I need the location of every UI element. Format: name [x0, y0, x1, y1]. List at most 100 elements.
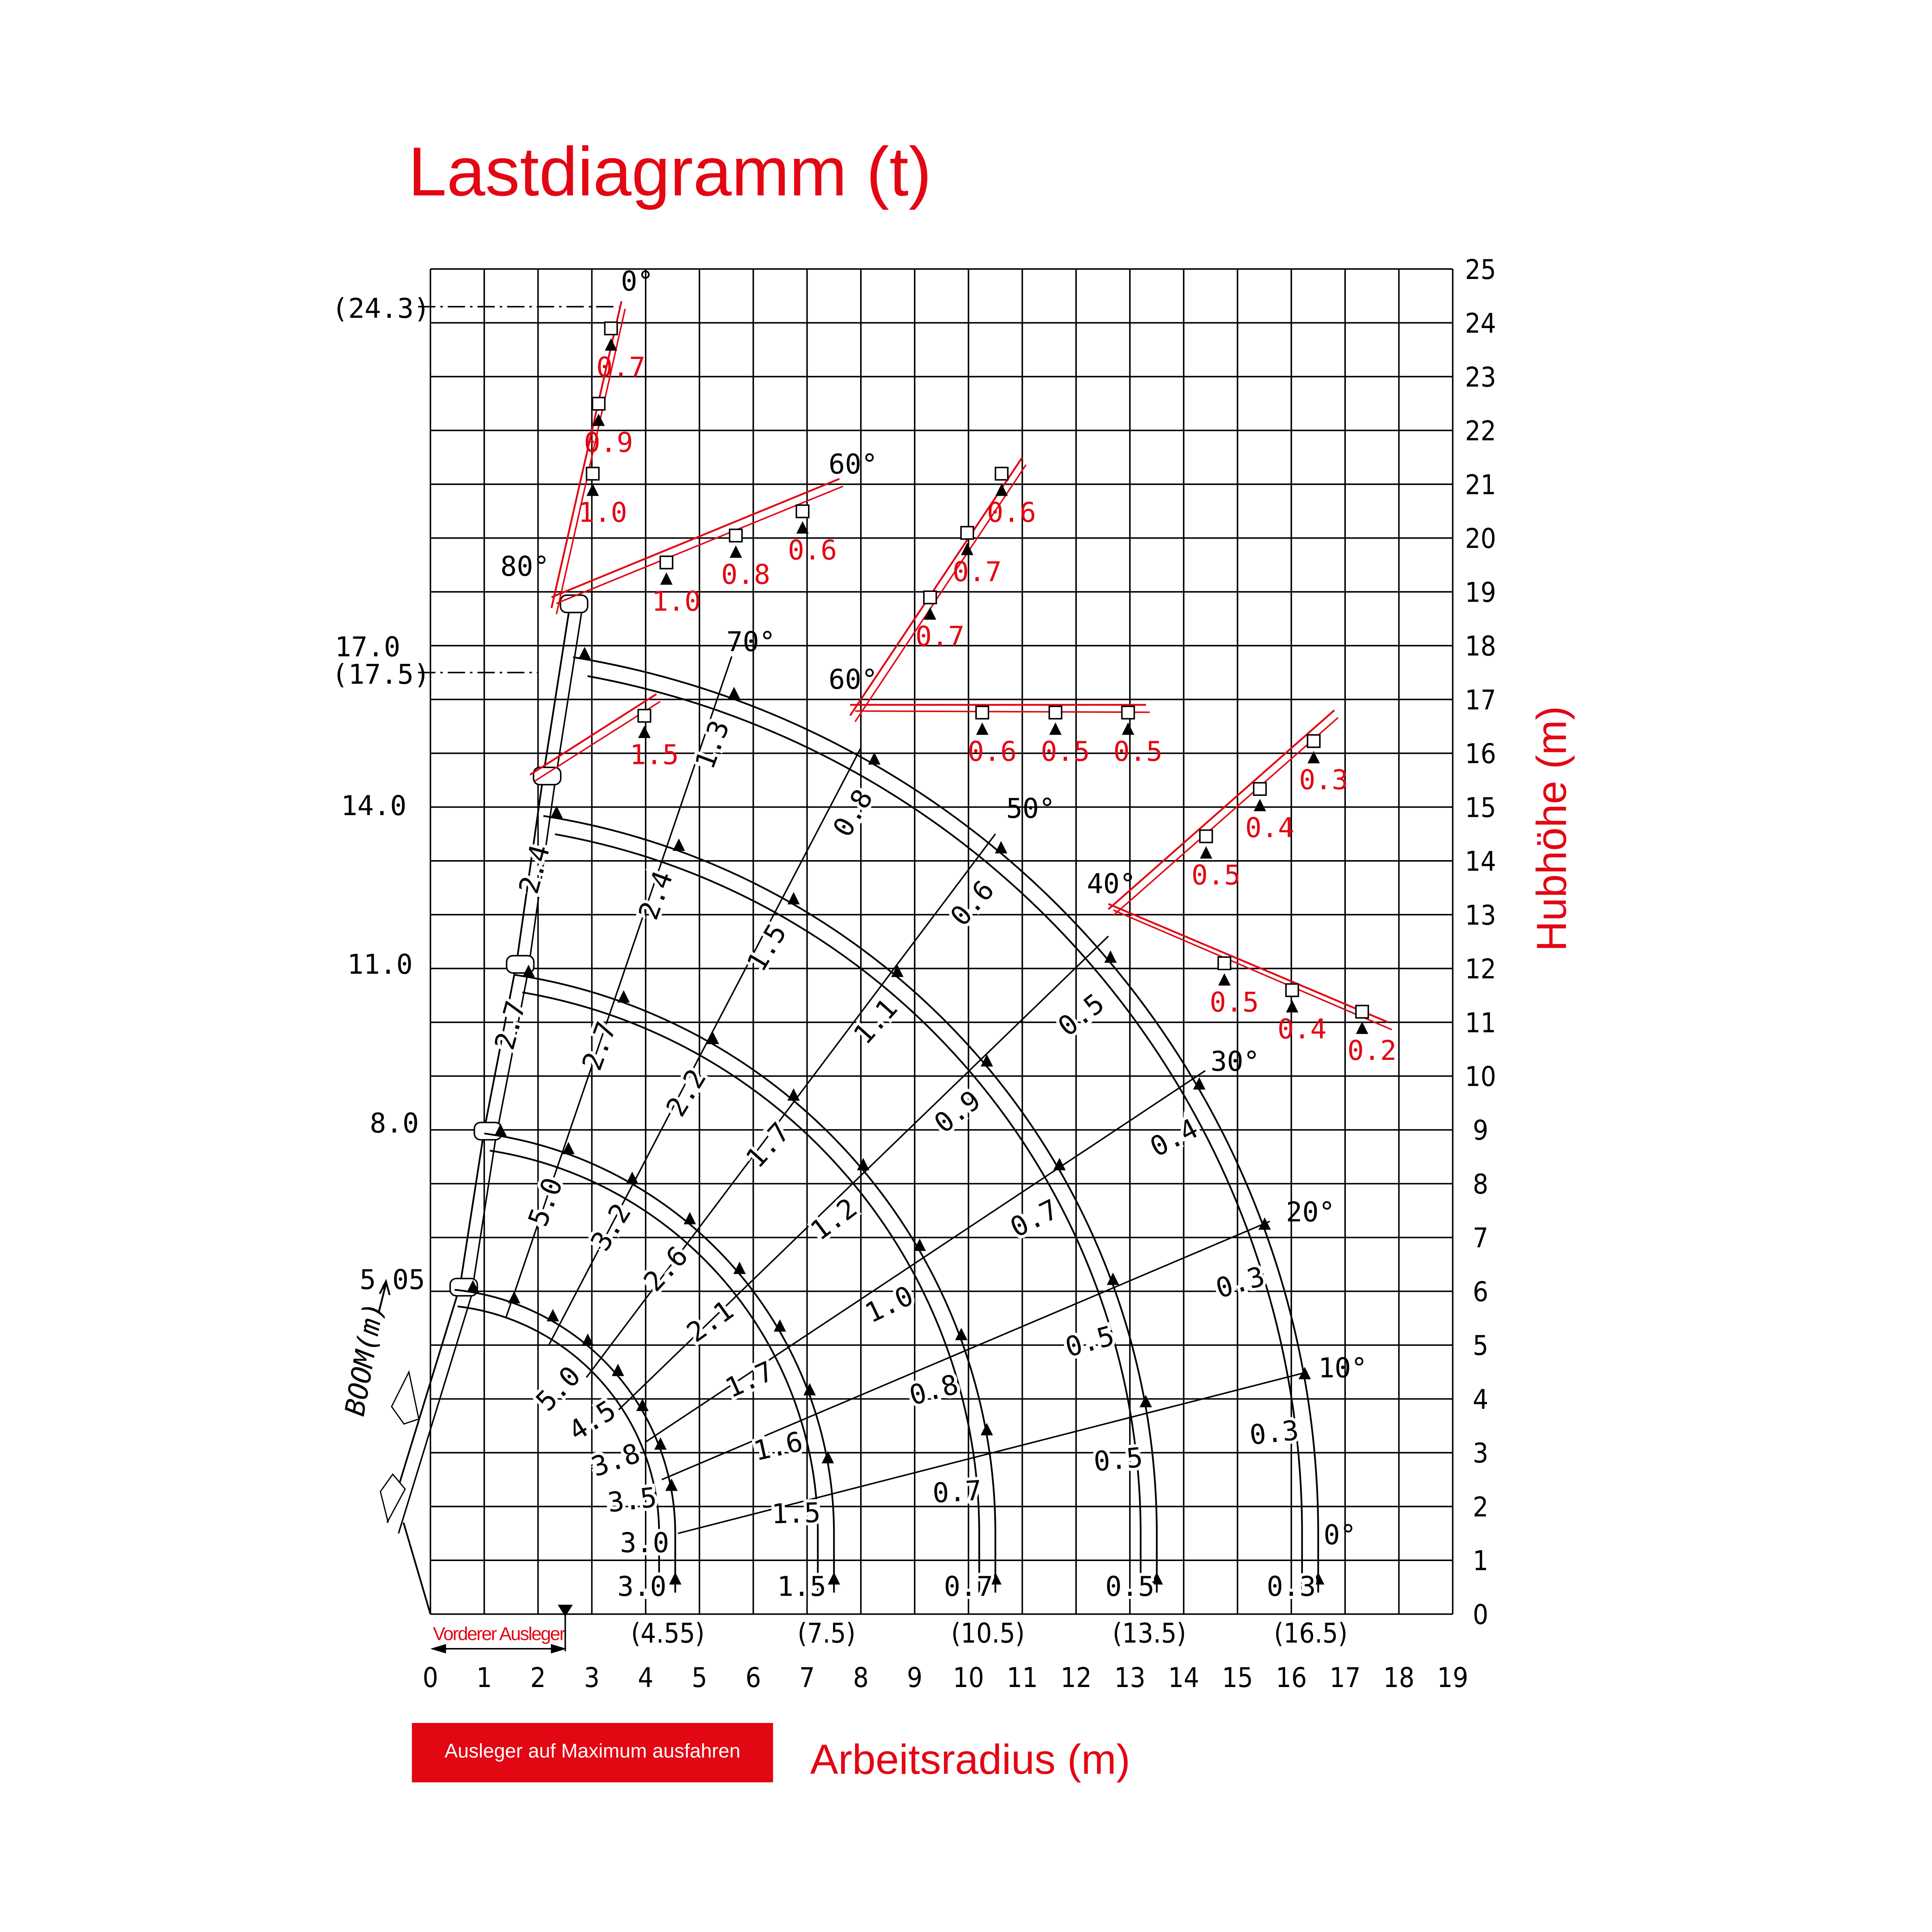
- boom-radius-label: (16.5): [1274, 1617, 1347, 1649]
- boom-radius-label: (13.5): [1112, 1617, 1186, 1649]
- x-tick-label: 11: [1007, 1662, 1038, 1694]
- hook-marker-icon: [546, 1309, 559, 1321]
- y-tick-label: 25: [1465, 254, 1496, 286]
- boom-length-label: 11.0: [347, 949, 413, 980]
- jib-load-label: 1.0: [652, 585, 701, 617]
- hook-marker-icon: [733, 1262, 746, 1274]
- hook-marker-icon: [617, 990, 630, 1003]
- jib-boom: [529, 693, 657, 776]
- hook-marker-icon: [980, 1423, 993, 1435]
- y-tick-label: 4: [1473, 1384, 1488, 1415]
- jib-hook-icon: [995, 466, 1009, 481]
- hook-marker-icon: [913, 1238, 926, 1251]
- boom-arrow-icon: [378, 1279, 391, 1314]
- extend-boom-button[interactable]: Ausleger auf Maximum ausfahren: [412, 1723, 773, 1782]
- jib-hook-icon: [923, 590, 937, 605]
- load-label: 3.0: [617, 1571, 667, 1602]
- angle-label: 60°: [828, 663, 878, 695]
- load-label: 4.5: [563, 1394, 621, 1447]
- jib-load-label: 0.5: [1041, 736, 1090, 767]
- boom-angle-line: [618, 935, 1109, 1410]
- hook-marker-icon: [774, 1319, 786, 1332]
- jib-hook-marker-icon: [605, 338, 617, 351]
- jib-load-label: 0.3: [1299, 764, 1348, 796]
- hook-marker-icon: [1104, 950, 1117, 963]
- boom-length-label: 14.0: [341, 790, 406, 821]
- jib-boom-edge: [1112, 717, 1339, 916]
- jib-hook-icon: [1355, 1005, 1369, 1019]
- jib-hook-marker-icon: [1049, 722, 1062, 735]
- boom-length-label: 17.0: [335, 631, 400, 663]
- hook-marker-icon: [821, 1451, 834, 1464]
- jib-hook-marker-icon: [796, 521, 809, 534]
- load-label: 2.4: [513, 842, 556, 897]
- crane-boom-drawing: [379, 301, 1392, 1614]
- x-tick-label: 12: [1061, 1662, 1092, 1694]
- jib-boom: [551, 478, 840, 598]
- boom-angle-line: [505, 656, 733, 1319]
- hook-marker-icon: [466, 1280, 479, 1293]
- jib-hook-marker-icon: [1200, 846, 1213, 859]
- x-tick-label: 15: [1222, 1662, 1253, 1694]
- load-label: 0.4: [1145, 1112, 1203, 1163]
- reference-height-label: (17.5): [332, 658, 430, 690]
- hook-marker-icon: [562, 1142, 575, 1155]
- y-tick-label: 7: [1473, 1222, 1488, 1254]
- hook-marker-icon: [1312, 1572, 1325, 1585]
- hook-marker-icon: [665, 1478, 678, 1491]
- jib-load-label: 1.0: [578, 497, 627, 529]
- boom-head-pulley: [532, 766, 562, 786]
- load-label: 0.3: [1267, 1571, 1316, 1602]
- boom-arc-17.0: [573, 656, 1319, 1593]
- jib-hook-marker-icon: [976, 722, 989, 735]
- hook-marker-icon: [787, 892, 800, 905]
- load-label: 0.6: [944, 874, 1000, 932]
- y-tick-label: 17: [1465, 684, 1496, 716]
- main-boom: [386, 602, 571, 1523]
- jib-hook-marker-icon: [961, 543, 974, 555]
- y-tick-label: 22: [1465, 415, 1496, 447]
- hook-marker-icon: [1150, 1572, 1163, 1585]
- jib-load-label: 0.6: [987, 497, 1036, 529]
- y-tick-label: 12: [1465, 953, 1496, 985]
- boom-length-label: 8.0: [370, 1107, 419, 1139]
- boom-radius-label: (4.55): [631, 1617, 704, 1649]
- hook-marker-icon: [828, 1572, 840, 1585]
- load-label: 2.7: [576, 1017, 623, 1075]
- hook-marker-icon: [706, 1032, 719, 1044]
- hook-marker-icon: [582, 1333, 594, 1346]
- load-label: 1.0: [860, 1280, 918, 1330]
- jib-hook-icon: [637, 709, 651, 723]
- jib-load-label: 0.5: [1210, 986, 1259, 1018]
- angle-label: 50°: [1006, 793, 1055, 825]
- load-label: 0.7: [1005, 1193, 1063, 1243]
- x-tick-label: 7: [799, 1662, 815, 1694]
- jib-hook-icon: [1048, 706, 1063, 720]
- y-tick-label: 10: [1465, 1061, 1496, 1092]
- jib-load-label: 0.4: [1245, 812, 1294, 844]
- boom-arc-8.0: [490, 1150, 819, 1593]
- jib-hook-icon: [796, 504, 810, 519]
- hook-marker-icon: [1193, 1077, 1206, 1090]
- jib-load-label: 0.7: [952, 556, 1002, 588]
- x-tick-label: 1: [476, 1662, 492, 1694]
- front-boom-label: Vorderer Ausleger: [433, 1624, 565, 1645]
- jib-hook-icon: [1306, 734, 1321, 748]
- jib-boom-edge: [1113, 909, 1392, 1031]
- hook-marker-icon: [955, 1328, 968, 1340]
- jib-hook-marker-icon: [923, 607, 936, 620]
- load-label: 2.2: [660, 1064, 713, 1122]
- hook-marker-icon: [494, 1123, 507, 1136]
- load-label: 0.8: [827, 784, 879, 842]
- hook-marker-icon: [1139, 1395, 1152, 1408]
- y-tick-label: 21: [1465, 469, 1496, 501]
- boom-arc-14.0: [554, 833, 1142, 1593]
- extend-boom-button-label[interactable]: Ausleger auf Maximum ausfahren: [445, 1740, 741, 1762]
- hook-marker-icon: [669, 1572, 682, 1585]
- jib-load-label: 0.9: [584, 427, 633, 459]
- boom-arc-17.0: [587, 675, 1303, 1593]
- jib-boom-edge: [855, 710, 1150, 713]
- angle-label: 0°: [621, 265, 654, 297]
- boom-angle-line: [645, 1070, 1206, 1443]
- hook-marker-icon: [989, 1572, 1002, 1585]
